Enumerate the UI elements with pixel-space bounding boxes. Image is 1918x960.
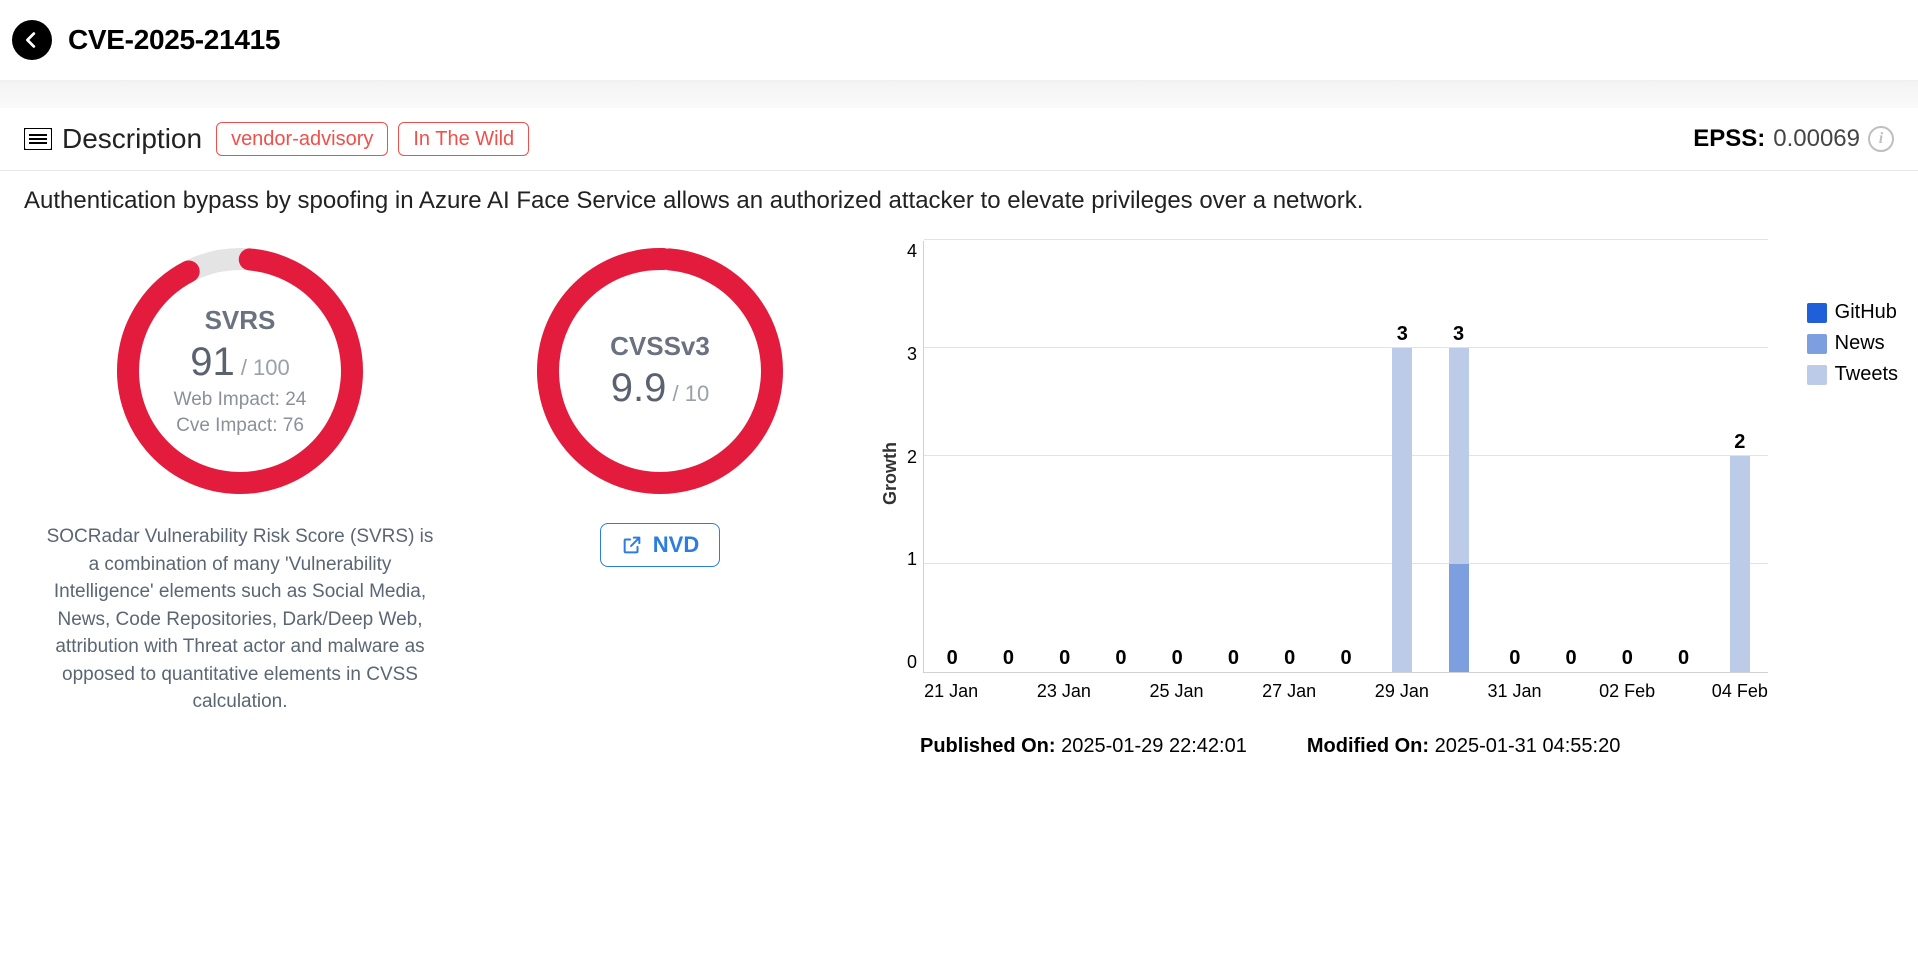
- bar-value-label: 3: [1453, 323, 1464, 346]
- bar-value-label: 0: [1059, 647, 1070, 670]
- plot-area: 000000003300002: [923, 241, 1768, 673]
- epss-score: EPSS: 0.00069 i: [1693, 125, 1894, 153]
- nvd-label: NVD: [653, 532, 699, 558]
- svrs-name: SVRS: [205, 305, 276, 336]
- growth-chart: Growth 43210 000000003300002 21 Jan23 Ja…: [870, 241, 1888, 758]
- arrow-left-icon: [21, 29, 43, 51]
- svrs-gauge: SVRS 91 / 100 Web Impact: 24 Cve Impact:…: [110, 241, 370, 501]
- bar-value-label: 0: [947, 647, 958, 670]
- svrs-score-value: 91: [190, 340, 235, 384]
- cvss-score: 9.9 / 10: [611, 366, 709, 411]
- svrs-score-denom: / 100: [235, 355, 290, 380]
- x-tick-label: 21 Jan: [924, 681, 978, 702]
- bar-value-label: 0: [1172, 647, 1183, 670]
- description-text: Authentication bypass by spoofing in Azu…: [0, 171, 1918, 231]
- bar-value-label: 0: [1678, 647, 1689, 670]
- external-link-icon: [621, 534, 643, 556]
- chart-legend: GitHub News Tweets: [1807, 301, 1898, 394]
- tag-in-the-wild[interactable]: In The Wild: [398, 122, 529, 156]
- x-tick-label: 27 Jan: [1262, 681, 1316, 702]
- x-tick-label: 29 Jan: [1375, 681, 1429, 702]
- top-bar: CVE-2025-21415: [0, 0, 1918, 82]
- y-axis-label: Growth: [880, 442, 901, 505]
- svrs-column: SVRS 91 / 100 Web Impact: 24 Cve Impact:…: [30, 241, 450, 716]
- legend-swatch: [1807, 365, 1827, 385]
- cvss-score-value: 9.9: [611, 366, 667, 410]
- x-tick-label: 02 Feb: [1599, 681, 1655, 702]
- bar-value-label: 0: [1115, 647, 1126, 670]
- legend-item[interactable]: Tweets: [1807, 363, 1898, 386]
- section-title: Description: [62, 123, 202, 155]
- bar-value-label: 3: [1397, 323, 1408, 346]
- legend-label: News: [1835, 332, 1885, 355]
- cvss-gauge: CVSSv3 9.9 / 10: [530, 241, 790, 501]
- cvss-column: CVSSv3 9.9 / 10 NVD: [450, 241, 870, 567]
- cvss-score-denom: / 10: [666, 381, 709, 406]
- info-icon[interactable]: i: [1868, 126, 1894, 152]
- svrs-explanation: SOCRadar Vulnerability Risk Score (SVRS)…: [45, 523, 435, 716]
- tag-vendor-advisory[interactable]: vendor-advisory: [216, 122, 388, 156]
- legend-item[interactable]: GitHub: [1807, 301, 1898, 324]
- dates-row: Published On: 2025-01-29 22:42:01 Modifi…: [880, 735, 1878, 758]
- published-on: Published On: 2025-01-29 22:42:01: [920, 735, 1247, 758]
- x-tick-label: 25 Jan: [1149, 681, 1203, 702]
- bar-value-label: 0: [1003, 647, 1014, 670]
- bar-value-label: 0: [1622, 647, 1633, 670]
- y-ticks: 43210: [907, 241, 923, 673]
- nvd-link-button[interactable]: NVD: [600, 523, 720, 567]
- bar: 3: [1449, 348, 1469, 672]
- bar-value-label: 0: [1566, 647, 1577, 670]
- x-tick-label: 31 Jan: [1487, 681, 1541, 702]
- epss-value: 0.00069: [1773, 125, 1860, 153]
- legend-item[interactable]: News: [1807, 332, 1898, 355]
- cvss-name: CVSSv3: [610, 331, 710, 362]
- back-button[interactable]: [12, 20, 52, 60]
- bar-value-label: 0: [1509, 647, 1520, 670]
- bar-value-label: 0: [1284, 647, 1295, 670]
- x-tick-label: 04 Feb: [1712, 681, 1768, 702]
- modified-on: Modified On: 2025-01-31 04:55:20: [1307, 735, 1620, 758]
- bar-value-label: 2: [1734, 431, 1745, 454]
- bar-value-label: 0: [1340, 647, 1351, 670]
- x-ticks: 21 Jan 23 Jan 25 Jan 27 Jan 29 Jan 31 Jan 02 F…: [923, 681, 1768, 705]
- bar-value-label: 0: [1228, 647, 1239, 670]
- panels: SVRS 91 / 100 Web Impact: 24 Cve Impact:…: [0, 231, 1918, 758]
- legend-swatch: [1807, 303, 1827, 323]
- legend-swatch: [1807, 334, 1827, 354]
- bar: 2: [1730, 456, 1750, 672]
- svrs-score: 91 / 100: [190, 340, 290, 385]
- legend-label: GitHub: [1835, 301, 1897, 324]
- list-icon: [24, 128, 52, 150]
- epss-label: EPSS:: [1693, 125, 1765, 153]
- separator-strip: [0, 82, 1918, 108]
- bar: 3: [1392, 348, 1412, 672]
- cve-id-title: CVE-2025-21415: [68, 24, 280, 56]
- svrs-web-impact: Web Impact: 24: [174, 389, 307, 411]
- x-tick-label: 23 Jan: [1037, 681, 1091, 702]
- description-header: Description vendor-advisory In The Wild …: [0, 108, 1918, 171]
- svrs-cve-impact: Cve Impact: 76: [176, 415, 304, 437]
- legend-label: Tweets: [1835, 363, 1898, 386]
